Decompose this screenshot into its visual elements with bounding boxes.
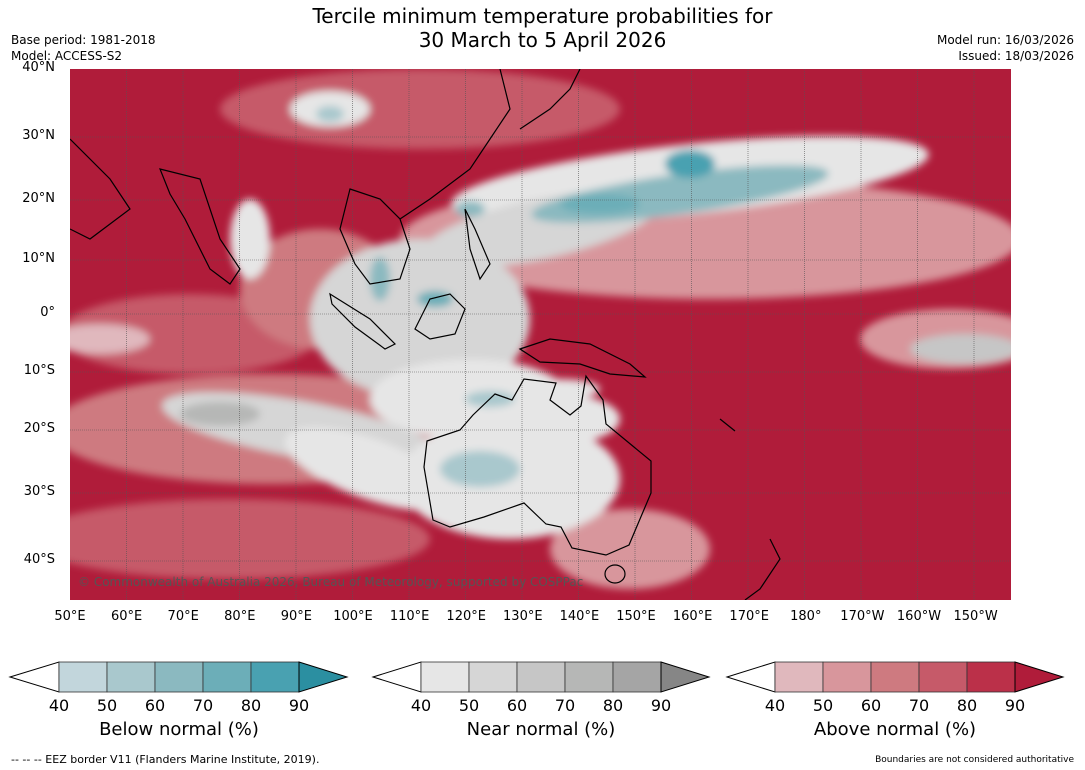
longitude-label: 150°W [953,609,998,624]
colorbar [371,661,711,693]
colorbar-tick-label: 80 [956,696,978,715]
longitude-label: 120°E [446,609,486,624]
longitude-label: 160°W [896,609,942,624]
australia-coast [423,374,652,556]
title-line-1: Tercile minimum temperature probabilitie… [312,4,773,28]
philippines-coast [464,208,491,281]
nz-coast [744,538,781,600]
meta-right: Model run: 16/03/2026 Issued: 18/03/2026 [937,32,1074,64]
colorbar-bin [106,661,156,693]
longitude-label: 140°E [559,609,600,624]
colorbar [8,661,349,693]
colorbar-min-extension [725,661,776,693]
colorbar-tick-label: 80 [240,696,262,715]
colorbar-max-extension [1014,661,1065,693]
colorbar-tick-label: 70 [554,696,576,715]
chart-title: Tercile minimum temperature probabilitie… [0,4,1085,52]
longitude-label: 60°E [110,609,143,624]
new-caledonia-coast [719,418,736,432]
colorbar-bin [516,661,566,693]
colorbar-bin [774,661,824,693]
colorbar-title: Near normal (%) [466,719,616,740]
graticule [70,69,1011,600]
longitude-label: 160°E [672,609,713,624]
colorbar-tick-label: 60 [144,696,166,715]
colorbar-tick-label: 80 [602,696,624,715]
colorbar [725,661,1065,693]
colorbar-bin [966,661,1016,693]
colorbar-tick-label: 40 [48,696,70,715]
sumatra-coast [329,292,397,350]
longitude-label: 170°E [729,609,769,624]
colorbar-bin [870,661,920,693]
longitude-label: 150°E [616,609,656,624]
colorbar-max-extension [298,661,349,693]
colorbar-tick-label: 40 [764,696,786,715]
arabia-coast [70,138,131,240]
colorbar-bin [822,661,872,693]
latitude-label: 20°N [22,191,55,206]
colorbar-tick-label: 50 [812,696,834,715]
longitude-label: 110°E [389,609,430,624]
india-coast [159,168,241,285]
latitude-label: 10°N [22,251,55,266]
longitude-label: 50°E [54,609,86,624]
latitude-label: 40°S [23,552,55,567]
colorbar-title: Below normal (%) [99,719,259,740]
base-period: Base period: 1981-2018 [11,33,156,47]
colorbar-tick-label: 70 [908,696,930,715]
longitude-label: 130°E [503,609,543,624]
model-run: Model run: 16/03/2026 [936,33,1074,47]
copyright-notice: © Commonwealth of Australia 2026, Bureau… [78,575,583,589]
latitude-label: 10°S [23,363,55,378]
china-coast [399,69,511,220]
colorbar-tick-label: 70 [192,696,214,715]
latitude-label: 0° [40,305,55,320]
longitude-label: 80°E [224,609,256,624]
colorbar-bin [612,661,662,693]
model-name: Model: ACCESS-S2 [11,49,123,63]
longitude-label: 180° [790,609,822,624]
colorbar-bin [154,661,204,693]
colorbar-max-extension [660,661,711,693]
eez-border-note: -- -- -- EEZ border V11 (Flanders Marine… [11,753,320,766]
colorbar-tick-label: 90 [650,696,672,715]
latitude-label: 20°S [23,421,55,436]
longitude-label: 90°E [280,609,313,624]
colorbar-tick-label: 40 [410,696,432,715]
colorbar-bin [420,661,470,693]
colorbar-tick-label: 50 [458,696,480,715]
meta-left: Base period: 1981-2018 Model: ACCESS-S2 [11,32,156,64]
title-line-2: 30 March to 5 April 2026 [418,28,667,52]
colorbar-title: Above normal (%) [813,719,977,740]
colorbar-bin [918,661,968,693]
longitude-label: 100°E [333,609,373,624]
latitude-label: 30°N [22,128,55,143]
colorbar-tick-label: 60 [860,696,882,715]
probability-map: © Commonwealth of Australia 2026, Bureau… [70,69,1011,600]
colorbar-bin [468,661,518,693]
latitude-label: 30°S [23,484,55,499]
coastlines [70,69,781,600]
colorbar-tick-label: 50 [96,696,118,715]
latitude-label: 40°N [22,60,55,75]
boundaries-disclaimer: Boundaries are not considered authoritat… [875,755,1074,765]
probability-shading [70,69,1011,589]
japan-coast [519,69,581,130]
colorbar-tick-label: 60 [506,696,528,715]
issued-date: Issued: 18/03/2026 [958,49,1074,63]
colorbar-bin [58,661,108,693]
new-guinea-coast [518,338,647,378]
indochina-coast [339,188,411,285]
colorbar-tick-label: 90 [1004,696,1026,715]
colorbar-tick-label: 90 [288,696,310,715]
longitude-label: 70°E [167,609,199,624]
borneo-coast [414,293,466,340]
tasmania-coast [604,564,626,584]
longitude-label: 170°W [840,609,885,624]
colorbar-bin [564,661,614,693]
